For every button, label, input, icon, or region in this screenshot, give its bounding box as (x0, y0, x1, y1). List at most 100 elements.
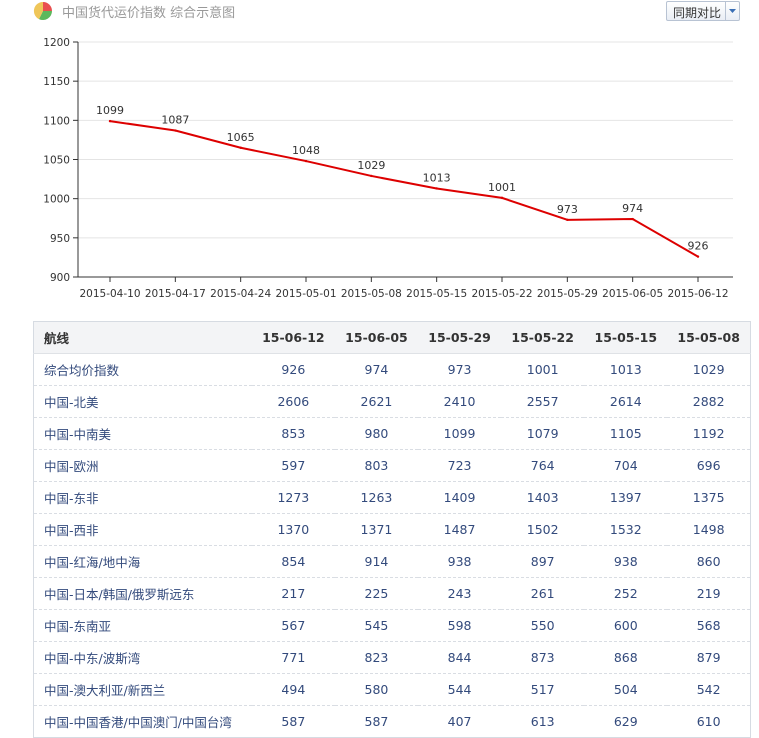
data-point (566, 218, 569, 222)
y-tick-label: 1200 (43, 37, 70, 49)
route-index-table-container: 航线 15-06-12 15-06-05 15-05-29 15-05-22 15-05-… (33, 321, 751, 738)
table-row: 中国-日本/韩国/俄罗斯远东 217 225 243 261 252 219 (33, 577, 751, 610)
chevron-down-icon (729, 9, 736, 13)
index-value-cell: 1371 (334, 513, 419, 546)
data-point (174, 129, 177, 132)
route-column-header: 航线 (33, 321, 252, 354)
x-tick-label: 2015-06-12 (667, 288, 728, 300)
index-value-cell: 868 (584, 641, 668, 674)
index-value-cell: 1013 (584, 353, 668, 386)
date-column-header: 15-05-29 (418, 321, 502, 354)
index-value-cell: 544 (418, 673, 502, 706)
index-value-cell: 407 (418, 705, 502, 738)
page-title: 中国货代运价指数 综合示意图 (62, 6, 236, 21)
route-name-cell: 中国-西非 (33, 513, 252, 546)
table-row: 中国-东非 1273 1263 1409 1403 1397 1375 (33, 481, 751, 514)
route-name-cell: 中国-东南亚 (33, 609, 252, 642)
data-label: 1029 (357, 159, 385, 172)
table-row: 中国-中南美 853 980 1099 1079 1105 1192 (33, 417, 751, 450)
x-tick-label: 2015-05-22 (471, 288, 532, 300)
series-line (109, 120, 699, 258)
data-label: 1013 (423, 171, 451, 184)
table-row: 中国-北美 2606 2621 2410 2557 2614 2882 (33, 385, 751, 418)
table-row: 中国-中国香港/中国澳门/中国台湾 587 587 407 613 629 610 (33, 705, 751, 738)
table-row: 中国-澳大利亚/新西兰 494 580 544 517 504 542 (33, 673, 751, 706)
index-value-cell: 1105 (584, 417, 668, 450)
data-point (500, 196, 504, 200)
route-name-cell: 中国-红海/地中海 (33, 545, 252, 578)
index-value-cell: 2557 (501, 385, 585, 418)
index-value-cell: 504 (584, 673, 668, 706)
y-tick-label: 1100 (43, 115, 70, 127)
index-value-cell: 2621 (334, 385, 419, 418)
data-label: 1065 (227, 131, 255, 144)
index-value-cell: 613 (501, 705, 585, 738)
index-value-cell: 219 (667, 577, 751, 610)
route-name-cell: 中国-中东/波斯湾 (33, 641, 252, 674)
index-value-cell: 2606 (251, 385, 335, 418)
x-tick-label: 2015-05-29 (537, 288, 598, 300)
index-value-cell: 217 (251, 577, 335, 610)
index-value-cell: 629 (584, 705, 668, 738)
x-tick-label: 2015-05-08 (341, 288, 402, 300)
index-value-cell: 771 (251, 641, 335, 674)
x-tick-label: 2015-05-01 (275, 288, 336, 300)
data-point (696, 255, 700, 258)
index-value-cell: 854 (251, 545, 335, 578)
data-point (370, 174, 373, 178)
x-tick-label: 2015-04-17 (145, 288, 206, 300)
index-value-cell: 517 (501, 673, 585, 706)
data-label: 1087 (161, 114, 189, 127)
index-value-cell: 2614 (584, 385, 668, 418)
date-column-header: 15-06-12 (251, 321, 335, 354)
route-name-cell: 中国-日本/韩国/俄罗斯远东 (33, 577, 252, 610)
year-over-year-compare-button[interactable]: 同期对比 (666, 1, 740, 21)
table-row: 中国-西非 1370 1371 1487 1502 1532 1498 (33, 513, 751, 546)
header: 中国货代运价指数 综合示意图 同期对比 (0, 0, 759, 26)
index-value-cell: 2410 (418, 385, 502, 418)
index-value-cell: 1375 (667, 481, 751, 514)
data-label: 1099 (96, 104, 124, 117)
y-axis-ticks: 900 950 1000 1050 1100 1150 1200 (43, 37, 78, 284)
index-value-cell: 1099 (418, 417, 502, 450)
index-value-cell: 1487 (418, 513, 502, 546)
index-value-cell: 587 (251, 705, 335, 738)
index-value-cell: 980 (334, 417, 419, 450)
data-label: 1001 (488, 181, 516, 194)
index-value-cell: 1397 (584, 481, 668, 514)
index-value-cell: 879 (667, 641, 751, 674)
data-label: 973 (557, 203, 578, 216)
index-value-cell: 823 (334, 641, 419, 674)
index-value-cell: 926 (251, 353, 335, 386)
data-point (108, 119, 112, 123)
dropdown-toggle[interactable] (725, 2, 739, 20)
table-row: 中国-红海/地中海 854 914 938 897 938 860 (33, 545, 751, 578)
date-column-header: 15-05-15 (584, 321, 668, 354)
table-row: 中国-东南亚 567 545 598 550 600 568 (33, 609, 751, 642)
index-value-cell: 1403 (501, 481, 585, 514)
index-value-cell: 974 (334, 353, 419, 386)
index-value-cell: 1029 (667, 353, 751, 386)
x-tick-label: 2015-06-05 (602, 288, 663, 300)
index-value-cell: 567 (251, 609, 335, 642)
index-value-cell: 243 (418, 577, 502, 610)
data-label: 926 (688, 240, 709, 253)
y-tick-label: 1000 (43, 194, 70, 206)
index-value-cell: 597 (251, 449, 335, 482)
index-value-cell: 973 (418, 353, 502, 386)
data-point (435, 187, 438, 190)
index-value-cell: 598 (418, 609, 502, 642)
index-value-cell: 723 (418, 449, 502, 482)
index-value-cell: 1079 (501, 417, 585, 450)
index-value-cell: 764 (501, 449, 585, 482)
x-tick-label: 2015-04-10 (79, 288, 140, 300)
index-value-cell: 1192 (667, 417, 751, 450)
index-value-cell: 261 (501, 577, 585, 610)
data-label: 1048 (292, 144, 320, 157)
index-value-cell: 853 (251, 417, 335, 450)
index-value-cell: 494 (251, 673, 335, 706)
index-value-cell: 803 (334, 449, 419, 482)
index-value-cell: 610 (667, 705, 751, 738)
index-value-cell: 1498 (667, 513, 751, 546)
